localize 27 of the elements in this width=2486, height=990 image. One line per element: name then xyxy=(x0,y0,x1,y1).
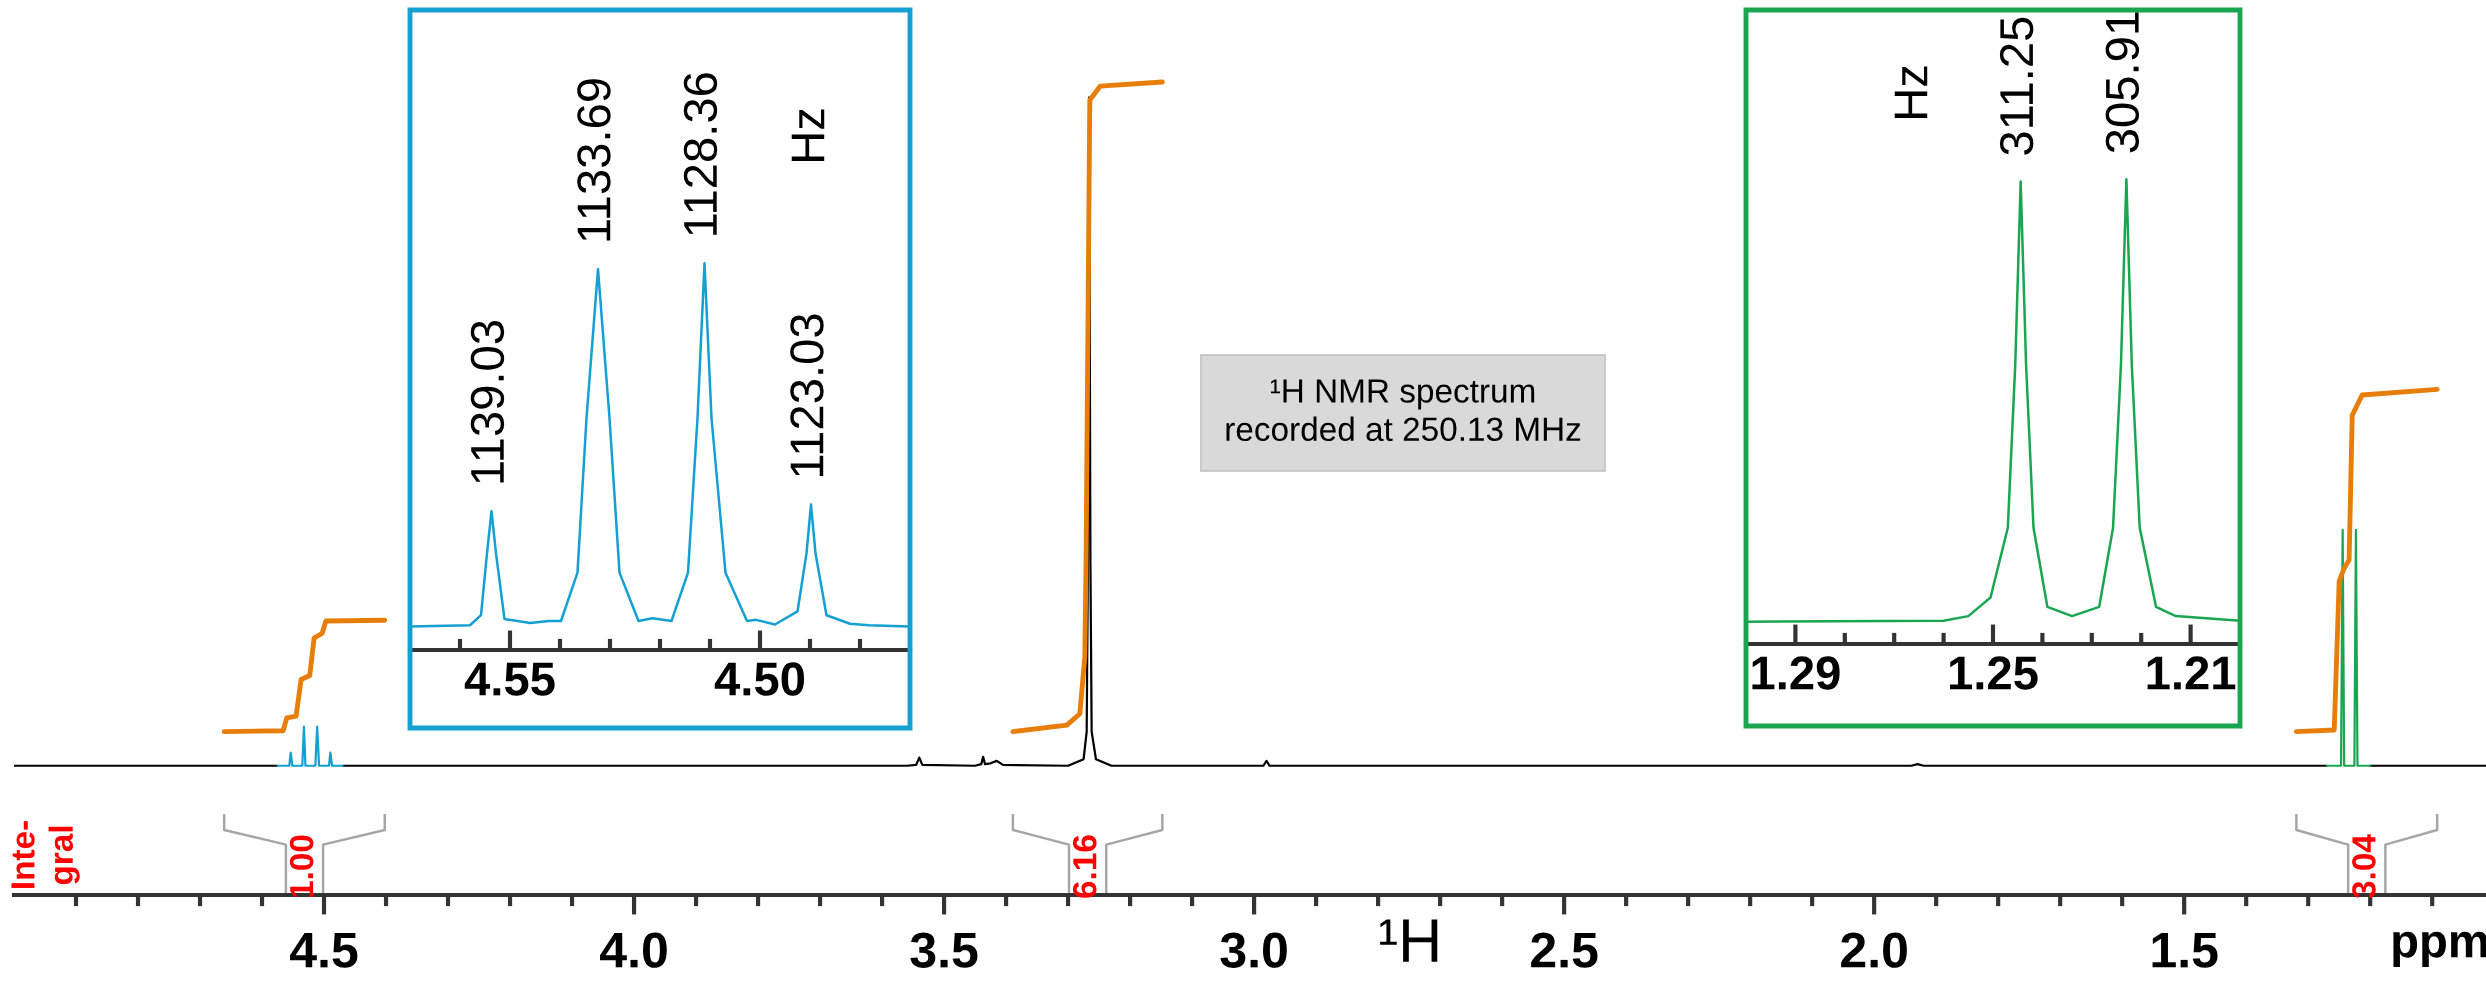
x-tick-label: 4.5 xyxy=(290,932,358,968)
annotation: Inte- gral xyxy=(11,821,80,888)
x-tick-label: 1.29 xyxy=(1752,656,1840,690)
x-tick-label: 4.55 xyxy=(464,662,555,696)
x-tick-label: 4.0 xyxy=(600,932,667,968)
annotation: 1139.03 xyxy=(470,321,505,483)
annotation: 1128.36 xyxy=(683,73,718,235)
annotation: 1.00 xyxy=(289,835,314,897)
x-tick-label: 3.0 xyxy=(1220,932,1287,968)
annotation: Hz xyxy=(791,109,825,161)
annotation: 1123.03 xyxy=(790,314,824,477)
x-tick-label: 1.5 xyxy=(2152,932,2218,968)
annotation: 305.91 xyxy=(2105,12,2140,153)
annotation: 1133.69 xyxy=(577,79,611,241)
annotation: Hz xyxy=(1894,66,1928,118)
x-tick-label: 2.0 xyxy=(1841,932,1907,968)
x-tick-label: 4.50 xyxy=(714,662,805,696)
x-tick-label: 1.25 xyxy=(1950,656,2038,690)
x-tick-label: 2.5 xyxy=(1531,932,1598,968)
x-axis-title: ¹H xyxy=(1380,919,1438,962)
text: ppm xyxy=(2393,931,2486,968)
x-tick-label: 1.21 xyxy=(2147,656,2236,690)
annotation: 6.16 xyxy=(1072,835,1097,898)
annotation: 311.25 xyxy=(1999,17,2034,155)
annotation: 3.04 xyxy=(2352,834,2376,899)
x-tick-label: 3.5 xyxy=(910,932,978,968)
annotation: ¹H NMR spectrum recorded at 250.13 MHz xyxy=(1226,379,1581,442)
